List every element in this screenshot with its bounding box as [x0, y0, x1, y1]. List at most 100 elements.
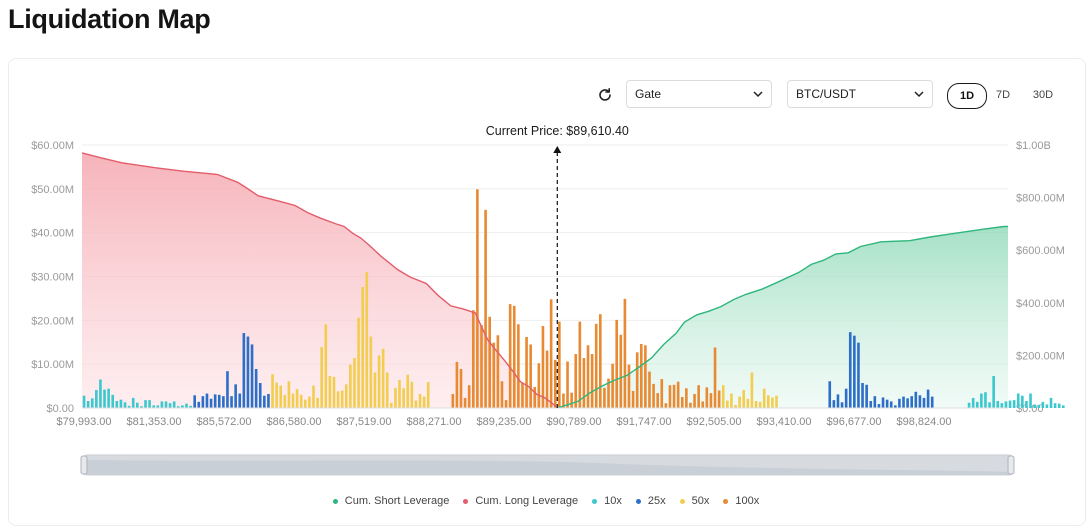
short-leverage-line	[557, 225, 1008, 409]
bar-10x	[967, 402, 971, 408]
bar-50x	[349, 364, 352, 409]
legend-item[interactable]: 50x	[679, 495, 709, 507]
bar-50x	[381, 348, 385, 408]
bar-10x	[119, 399, 123, 408]
bar-50x	[308, 396, 311, 408]
bar-50x	[328, 376, 332, 408]
bar-50x	[353, 358, 356, 408]
pair-select[interactable]: BTC/USDT	[787, 80, 933, 108]
exchange-select[interactable]: Gate	[626, 80, 772, 108]
bar-50x	[332, 376, 336, 408]
bar-100x	[664, 403, 668, 408]
legend-dot-icon	[635, 498, 641, 504]
exchange-select-value: Gate	[635, 87, 662, 101]
bar-10x	[160, 401, 164, 409]
legend-dot-icon	[723, 498, 729, 504]
bar-25x	[254, 368, 258, 408]
bar-50x	[312, 385, 315, 408]
bar-25x	[832, 400, 836, 408]
bar-25x	[914, 391, 918, 408]
legend-label: 25x	[647, 495, 666, 507]
bar-25x	[230, 396, 233, 409]
bar-25x	[926, 389, 930, 408]
bar-10x	[95, 390, 98, 408]
bar-50x	[738, 396, 741, 408]
page-title: Liquidation Map	[8, 4, 211, 34]
refresh-button[interactable]	[596, 86, 614, 104]
bar-100x	[676, 381, 680, 408]
bar-50x	[295, 389, 299, 408]
bar-50x	[390, 402, 393, 408]
x-tick-label: $98,824.00	[896, 416, 951, 428]
bar-25x	[898, 398, 901, 409]
bar-50x	[746, 398, 750, 409]
bar-100x	[504, 400, 508, 408]
bar-100x	[512, 305, 516, 408]
bar-100x	[529, 344, 532, 408]
bar-25x	[877, 404, 881, 409]
bar-50x	[422, 396, 426, 408]
y-right-tick-label: $400.00M	[1016, 298, 1065, 310]
bar-25x	[250, 344, 254, 408]
bar-100x	[627, 364, 631, 409]
bar-10x	[1000, 403, 1004, 408]
bar-100x	[488, 316, 491, 408]
legend-item[interactable]: Cum. Short Leverage	[332, 495, 449, 507]
legend-item[interactable]: 10x	[592, 495, 622, 507]
bar-10x	[136, 402, 139, 408]
bar-100x	[480, 325, 483, 408]
bar-100x	[652, 383, 655, 408]
long-leverage-line	[81, 152, 558, 409]
bar-100x	[705, 387, 709, 408]
x-tick-label: $96,677.00	[826, 416, 881, 428]
y-left-tick-label: $40.00M	[31, 228, 74, 240]
bar-25x	[902, 396, 905, 408]
bar-50x	[279, 385, 283, 408]
legend-item[interactable]: Cum. Long Leverage	[463, 495, 578, 507]
bar-10x	[168, 403, 172, 408]
x-tick-label: $88,271.00	[406, 416, 461, 428]
bar-100x	[508, 304, 512, 408]
bar-50x	[414, 400, 418, 408]
bar-50x	[275, 382, 278, 408]
bar-25x	[209, 398, 213, 409]
bar-100x	[672, 384, 676, 408]
y-left-tick-label: $30.00M	[31, 272, 74, 284]
bar-10x	[176, 406, 180, 408]
bar-10x	[111, 394, 115, 408]
y-left-tick-label: $20.00M	[31, 315, 74, 327]
bar-50x	[283, 394, 287, 408]
bar-50x	[365, 272, 369, 408]
x-tick-label: $81,353.00	[126, 416, 181, 428]
bar-25x	[857, 342, 860, 408]
bar-100x	[521, 383, 524, 408]
range-slider-preview	[84, 460, 1012, 475]
range-7d-button[interactable]: 7D	[995, 89, 1011, 101]
bar-100x	[619, 334, 623, 408]
bar-25x	[267, 393, 270, 408]
bar-50x	[750, 372, 754, 408]
bar-100x	[689, 402, 692, 408]
legend-item[interactable]: 100x	[723, 495, 759, 507]
bar-50x	[287, 381, 291, 408]
bar-25x	[217, 394, 221, 408]
bar-100x	[644, 345, 647, 408]
bar-50x	[373, 372, 377, 408]
bar-100x	[541, 326, 545, 408]
range-slider-right-handle[interactable]	[1007, 455, 1015, 475]
bar-50x	[377, 355, 381, 408]
bar-25x	[885, 399, 889, 408]
range-30d-button[interactable]: 30D	[1032, 89, 1054, 101]
legend-item[interactable]: 25x	[635, 495, 666, 507]
bar-25x	[848, 332, 852, 408]
range-1d-button[interactable]: 1D	[947, 83, 987, 109]
range-slider-left-handle[interactable]	[80, 455, 88, 475]
legend-dot-icon	[679, 498, 685, 504]
legend-label: Cum. Long Leverage	[475, 495, 579, 507]
bar-10x	[980, 393, 983, 408]
bar-50x	[410, 381, 414, 408]
bar-10x	[1062, 405, 1065, 408]
bar-10x	[140, 406, 143, 408]
bar-25x	[930, 396, 934, 408]
bar-10x	[152, 405, 156, 408]
